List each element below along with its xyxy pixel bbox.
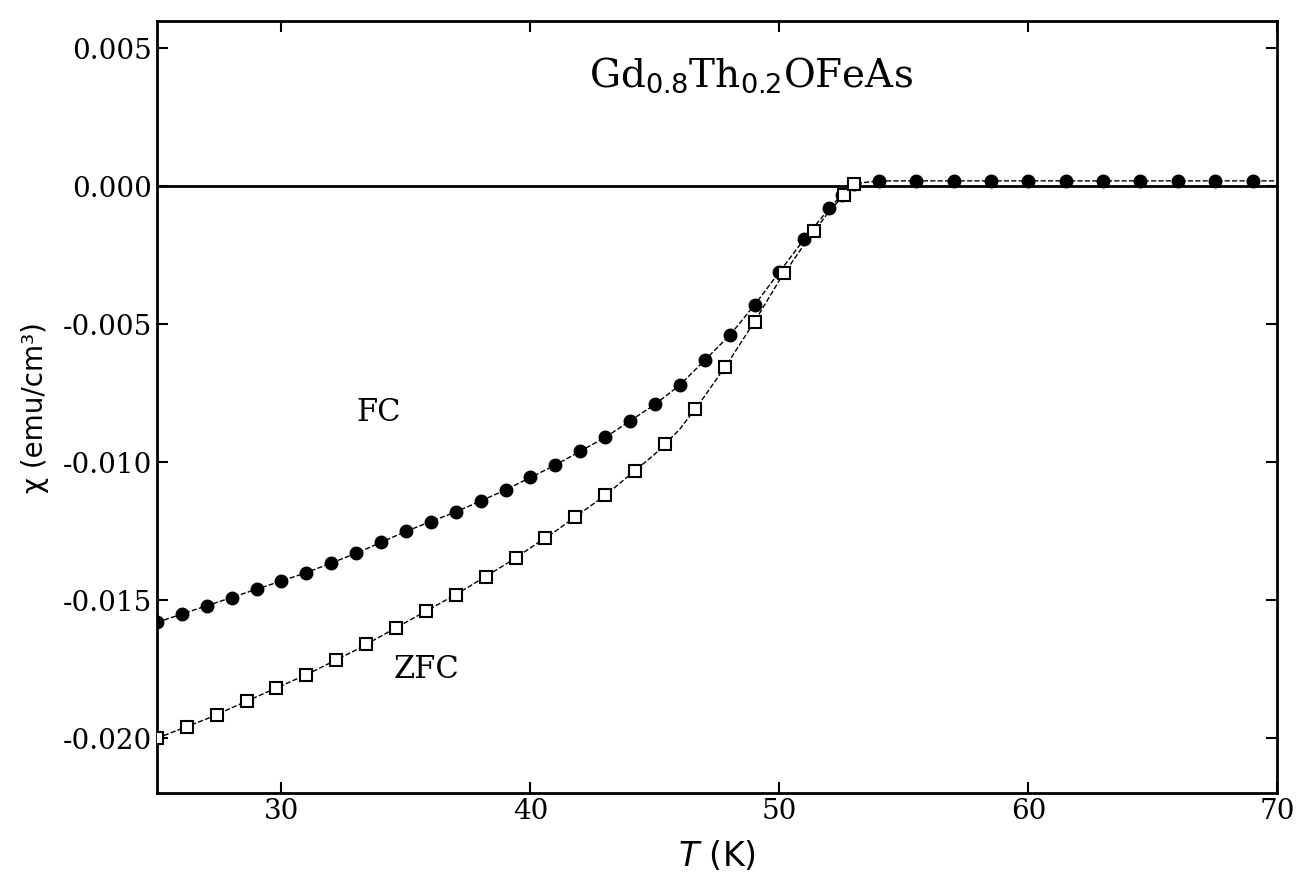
Y-axis label: χ (emu/cm³): χ (emu/cm³) [21, 322, 49, 493]
Text: ZFC: ZFC [393, 654, 459, 685]
Text: FC: FC [357, 397, 400, 428]
X-axis label: $T$ (K): $T$ (K) [678, 839, 757, 873]
Text: Gd$_{0.8}$Th$_{0.2}$OFeAs: Gd$_{0.8}$Th$_{0.2}$OFeAs [588, 55, 913, 95]
